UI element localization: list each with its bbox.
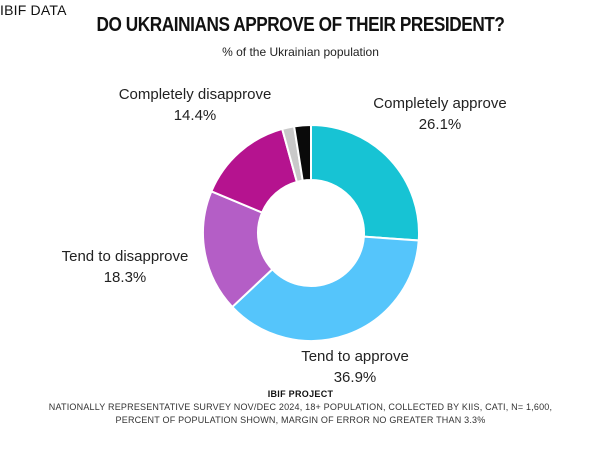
slice-value-tend-to-disapprove: 18.3% xyxy=(103,269,147,286)
label-tend-to-disapprove: Tend to disapprove 18.3% xyxy=(40,246,210,288)
chart-title: DO UKRAINIANS APPROVE OF THEIR PRESIDENT… xyxy=(96,14,505,36)
slice-name-completely-disapprove: Completely disapprove xyxy=(118,86,272,103)
donut-slice-completely-approve xyxy=(310,123,420,242)
label-completely-disapprove: Completely disapprove 14.4% xyxy=(100,84,290,126)
slice-name-tend-to-disapprove: Tend to disapprove xyxy=(61,248,189,265)
slice-value-tend-to-approve: 36.9% xyxy=(333,369,377,386)
slice-name-completely-approve: Completely approve xyxy=(373,95,507,112)
slice-name-tend-to-approve: Tend to approve xyxy=(301,348,409,365)
label-completely-approve: Completely approve 26.1% xyxy=(350,93,530,135)
footer-line-2: PERCENT OF POPULATION SHOWN, MARGIN OF E… xyxy=(115,415,486,425)
chart-subtitle: % of the Ukrainian population xyxy=(222,45,379,59)
slice-value-completely-approve: 26.1% xyxy=(418,116,462,133)
donut-slice-tend-to-approve xyxy=(230,235,420,342)
footer-heading: IBIF PROJECT xyxy=(267,389,334,399)
corner-label: IBIF DATA xyxy=(0,2,67,18)
donut-slice-unlabeled-5 xyxy=(292,123,312,182)
label-tend-to-approve: Tend to approve 36.9% xyxy=(280,346,430,388)
slice-value-completely-disapprove: 14.4% xyxy=(173,107,217,124)
footer-line-1: NATIONALLY REPRESENTATIVE SURVEY NOV/DEC… xyxy=(48,402,553,412)
